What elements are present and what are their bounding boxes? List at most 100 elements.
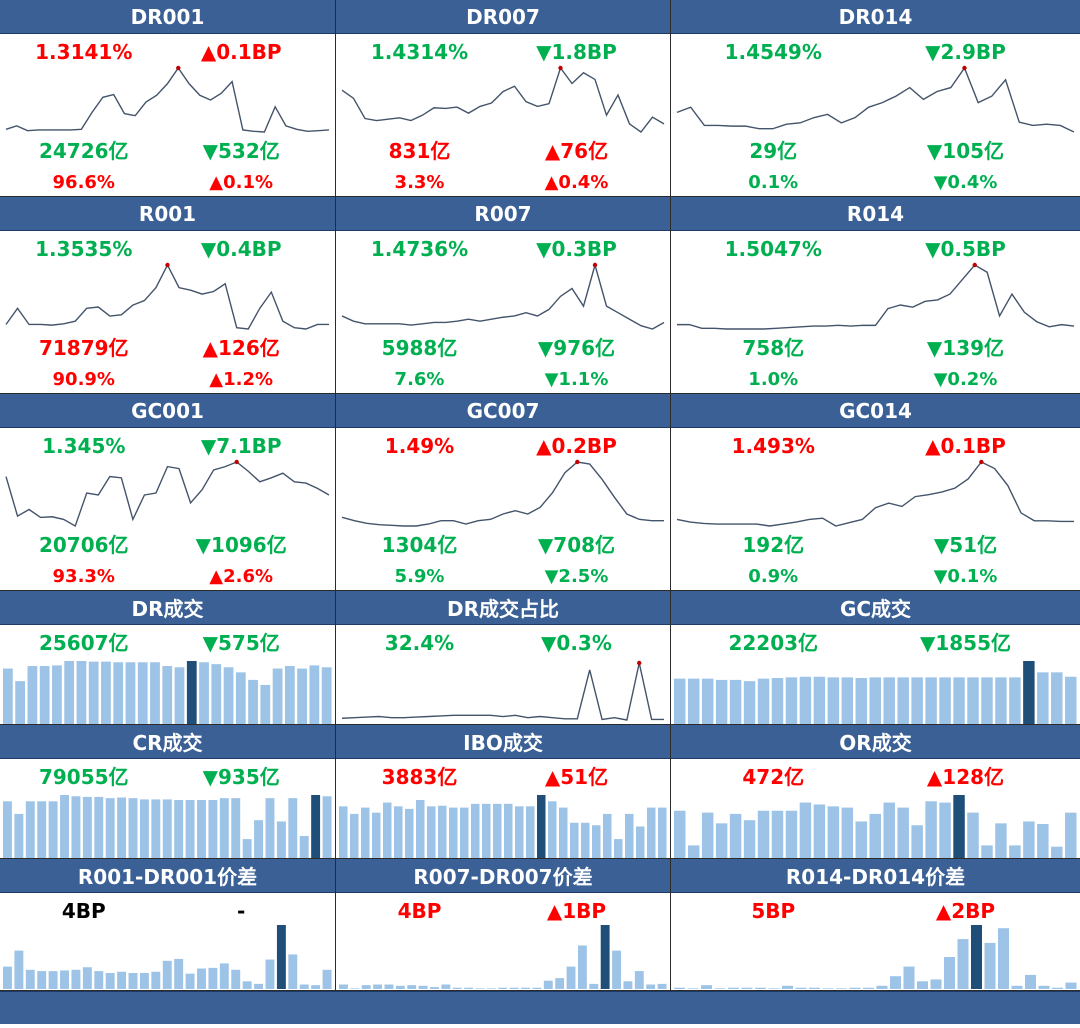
bar [592, 825, 601, 858]
bar [715, 679, 728, 724]
peak-marker [962, 65, 967, 71]
volume-value: 20706亿 [38, 533, 129, 557]
panel-title: DR成交占比 [336, 591, 670, 625]
bar [231, 969, 241, 989]
bar [254, 820, 264, 858]
bar [729, 679, 742, 724]
bar [526, 806, 535, 858]
bar [876, 985, 888, 989]
volume-value: 192亿 [742, 533, 805, 557]
sparkline-series [341, 461, 664, 527]
rate-value: 1.5047% [724, 237, 822, 261]
bar [903, 966, 915, 989]
bar [589, 983, 599, 989]
bar [15, 681, 26, 724]
rate-change: ▲0.1BP [200, 40, 282, 64]
volume-value: 831亿 [388, 139, 451, 163]
bar-latest [311, 795, 321, 858]
bar [1065, 676, 1077, 724]
share-change: ▲1.2% [209, 369, 274, 390]
sparkline-series [5, 66, 330, 133]
bar [242, 981, 252, 989]
panel-r007: R007 1.4736% ▼0.3BP 5988亿 ▼976亿 7.6% ▼1.1% [336, 197, 670, 393]
bar [37, 971, 47, 989]
rate-value: 1.345% [42, 434, 126, 458]
bar [311, 985, 321, 989]
peak-marker [972, 262, 977, 268]
bar [350, 988, 360, 989]
dashboard-grid: DR001 1.3141% ▲0.1BP 24726亿 ▼532亿 96.6% ▲0.1% D… [0, 0, 1080, 991]
share-value: 3.3% [394, 172, 445, 193]
sparkline-series [341, 66, 665, 133]
bar [441, 984, 451, 989]
bar [1023, 821, 1035, 858]
bar [674, 810, 686, 858]
bar [883, 677, 895, 724]
share-value: 96.6% [52, 172, 115, 193]
panel-title: R014 [671, 197, 1080, 231]
panel-body: 1.3535% ▼0.4BP 71879亿 ▲126亿 90.9% ▲1.2% [0, 231, 335, 393]
panel-title: R001 [0, 197, 335, 231]
bar [76, 661, 87, 724]
volume-value: 24726亿 [38, 139, 129, 163]
bar-chart [339, 795, 667, 858]
panel-body: 3883亿 ▲51亿 [336, 759, 670, 858]
panel-body: 25607亿 ▼575亿 [0, 625, 335, 724]
bar [231, 798, 241, 858]
bar [361, 807, 370, 858]
sparkline-chart [341, 459, 664, 527]
volume-change: ▼105亿 [926, 139, 1005, 163]
panel-body: 4BP - [0, 893, 335, 990]
bar [911, 825, 923, 858]
bar [625, 813, 634, 858]
bar [493, 803, 502, 858]
volume-change: ▼532亿 [202, 139, 280, 163]
bar [930, 979, 942, 989]
share-value: 0.9% [748, 566, 799, 587]
bar [701, 812, 714, 858]
bar [407, 985, 417, 989]
bar-chart [674, 661, 1077, 724]
panel-title: OR成交 [671, 725, 1080, 759]
bar [1038, 985, 1050, 989]
rate-change: ▼2.9BP [925, 40, 1006, 64]
bar [636, 826, 645, 858]
bar [890, 976, 901, 989]
panel-body: 79055亿 ▼935亿 [0, 759, 335, 858]
bar [897, 677, 909, 724]
panel-r007-dr007价差: R007-DR007价差 4BP ▲1BP [336, 859, 670, 990]
bar [570, 822, 579, 858]
bar [299, 984, 309, 989]
bar [64, 661, 75, 724]
volume-value: 758亿 [742, 336, 805, 360]
panel-dr007: DR007 1.4314% ▼1.8BP 831亿 ▲76亿 3.3% ▲0.4% [336, 0, 670, 196]
rate-change: ▼0.4BP [200, 237, 282, 261]
rate-change: ▲0.1BP [925, 434, 1006, 458]
metric-change: ▼1855亿 [919, 631, 1011, 655]
panel-body: 1.4549% ▼2.9BP 29亿 ▼105亿 0.1% ▼0.4% [671, 34, 1080, 196]
bar [855, 678, 868, 724]
bar [418, 985, 428, 989]
bar [897, 807, 909, 858]
bar [728, 987, 739, 989]
bar [27, 666, 38, 724]
bar [809, 987, 820, 989]
panel-title: GC成交 [671, 591, 1080, 625]
bar [242, 839, 252, 858]
bar [452, 987, 462, 989]
rate-value: 1.493% [731, 434, 815, 458]
peak-marker [979, 459, 984, 465]
bar [299, 835, 309, 858]
sparkline-chart [5, 65, 330, 133]
panel-dr014: DR014 1.4549% ▼2.9BP 29亿 ▼105亿 0.1% ▼0.4% [671, 0, 1080, 196]
bar [855, 821, 868, 858]
bar [939, 802, 951, 858]
panel-dr001: DR001 1.3141% ▲0.1BP 24726亿 ▼532亿 96.6% ▲0.1% [0, 0, 335, 196]
bar [836, 988, 847, 989]
bar [339, 984, 348, 989]
rate-value: 1.4314% [370, 40, 469, 64]
bar [88, 661, 99, 724]
bar [543, 980, 553, 989]
volume-value: 71879亿 [38, 336, 129, 360]
bar [52, 665, 62, 724]
